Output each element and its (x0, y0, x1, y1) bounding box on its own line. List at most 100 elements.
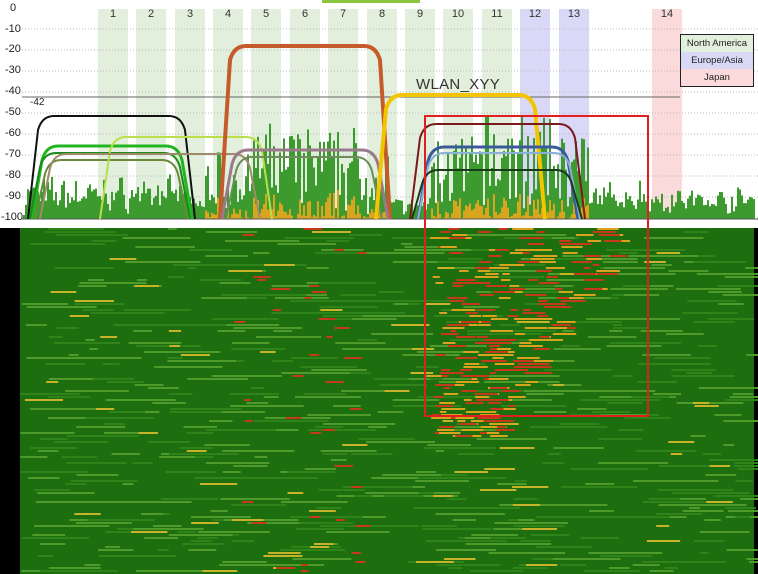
waterfall-hotspot (334, 249, 344, 251)
waterfall-plot (0, 228, 758, 574)
waterfall-signal (655, 513, 703, 515)
waterfall-signal (607, 402, 643, 404)
waterfall-signal (274, 297, 329, 299)
waterfall-hotspot (583, 288, 603, 290)
waterfall-hotspot (551, 324, 571, 326)
waterfall-hotspot (355, 525, 371, 527)
waterfall-signal (295, 528, 345, 530)
channel-label-13: 13 (567, 8, 581, 20)
waterfall-hotspot (489, 372, 497, 374)
waterfall-signal (423, 447, 494, 449)
waterfall-signal (319, 306, 378, 308)
waterfall-hotspot (573, 294, 595, 296)
waterfall-signal (258, 420, 323, 422)
waterfall-hotspot (509, 252, 523, 254)
waterfall-signal (735, 516, 751, 518)
waterfall-signal (658, 465, 710, 467)
waterfall-hotspot (432, 276, 440, 278)
waterfall-hotspot (463, 366, 481, 368)
spectrum-graph[interactable]: 0 -10 -20 -30 -40 -50 -60 -70 -80 -90 -1… (0, 0, 758, 228)
waterfall-signal (713, 495, 758, 497)
waterfall-hotspot (556, 297, 570, 299)
waterfall-hotspot (584, 279, 604, 281)
y-label-70: -70 (5, 148, 21, 160)
waterfall-signal (682, 312, 738, 314)
waterfall-signal (734, 462, 758, 464)
waterfall-activity (484, 468, 515, 470)
waterfall-signal (463, 306, 500, 308)
waterfall-hotspot (439, 372, 464, 374)
waterfall-signal (340, 294, 377, 296)
waterfall-hotspot (470, 381, 480, 383)
waterfall-activity (263, 555, 303, 557)
waterfall-hotspot (461, 375, 474, 377)
waterfall-activity (131, 531, 168, 533)
waterfall-activity (552, 384, 564, 386)
waterfall-signal (603, 267, 666, 269)
waterfall-activity (442, 420, 454, 422)
waterfall-signal (362, 315, 426, 317)
waterfall-activity (506, 423, 519, 425)
waterfall-hotspot (251, 522, 267, 524)
waterfall-signal (624, 417, 671, 419)
waterfall-signal (342, 348, 411, 350)
channel-label-6: 6 (301, 8, 309, 20)
waterfall-signal (198, 531, 270, 533)
waterfall-hotspot (512, 360, 534, 362)
waterfall-signal (415, 471, 437, 473)
waterfall-signal (179, 447, 214, 449)
waterfall-signal (222, 450, 295, 452)
waterfall-signal (628, 255, 698, 257)
waterfall-signal (705, 474, 737, 476)
waterfall-activity (411, 348, 435, 350)
y-label-80: -80 (5, 169, 21, 181)
waterfall-hotspot (300, 564, 309, 566)
waterfall-hotspot (527, 243, 545, 245)
waterfall-hotspot (465, 237, 472, 239)
waterfall-hotspot (351, 486, 363, 488)
waterfall-signal (696, 492, 717, 494)
network-curve-black (27, 115, 196, 220)
waterfall-spectrogram[interactable] (0, 228, 758, 574)
waterfall-signal (280, 549, 346, 551)
waterfall-signal (531, 558, 553, 560)
waterfall-signal (433, 492, 461, 494)
waterfall-hotspot (461, 303, 481, 305)
waterfall-activity (454, 471, 489, 473)
waterfall-hotspot (490, 408, 504, 410)
waterfall-signal (300, 366, 358, 368)
waterfall-hotspot (560, 300, 573, 302)
waterfall-signal (290, 300, 350, 302)
waterfall-signal (250, 387, 265, 389)
waterfall-signal (263, 396, 279, 398)
waterfall-signal (277, 243, 336, 245)
waterfall-signal (20, 456, 48, 458)
waterfall-signal (746, 558, 758, 560)
waterfall-hotspot (350, 408, 362, 410)
waterfall-signal (254, 456, 268, 458)
waterfall-signal (216, 279, 242, 281)
waterfall-hotspot (477, 270, 490, 272)
waterfall-signal (153, 525, 182, 527)
waterfall-hotspot (562, 252, 578, 254)
waterfall-hotspot (490, 318, 508, 320)
waterfall-signal (391, 237, 445, 239)
waterfall-activity (50, 291, 77, 293)
waterfall-hotspot (509, 288, 526, 290)
waterfall-activity (186, 450, 207, 452)
waterfall-signal (704, 519, 721, 521)
network-ssid-label[interactable]: WLAN_XYY (416, 76, 501, 93)
waterfall-hotspot (311, 291, 327, 293)
waterfall-signal (436, 549, 497, 551)
waterfall-hotspot (498, 228, 508, 230)
waterfall-signal (725, 399, 740, 401)
waterfall-signal (211, 375, 282, 377)
waterfall-hotspot (439, 411, 447, 413)
waterfall-hotspot (514, 333, 525, 335)
waterfall-activity (74, 300, 114, 302)
waterfall-hotspot (479, 261, 492, 263)
waterfall-activity (134, 285, 160, 287)
waterfall-signal (204, 444, 250, 446)
waterfall-signal (30, 408, 107, 410)
waterfall-activity (499, 447, 535, 449)
